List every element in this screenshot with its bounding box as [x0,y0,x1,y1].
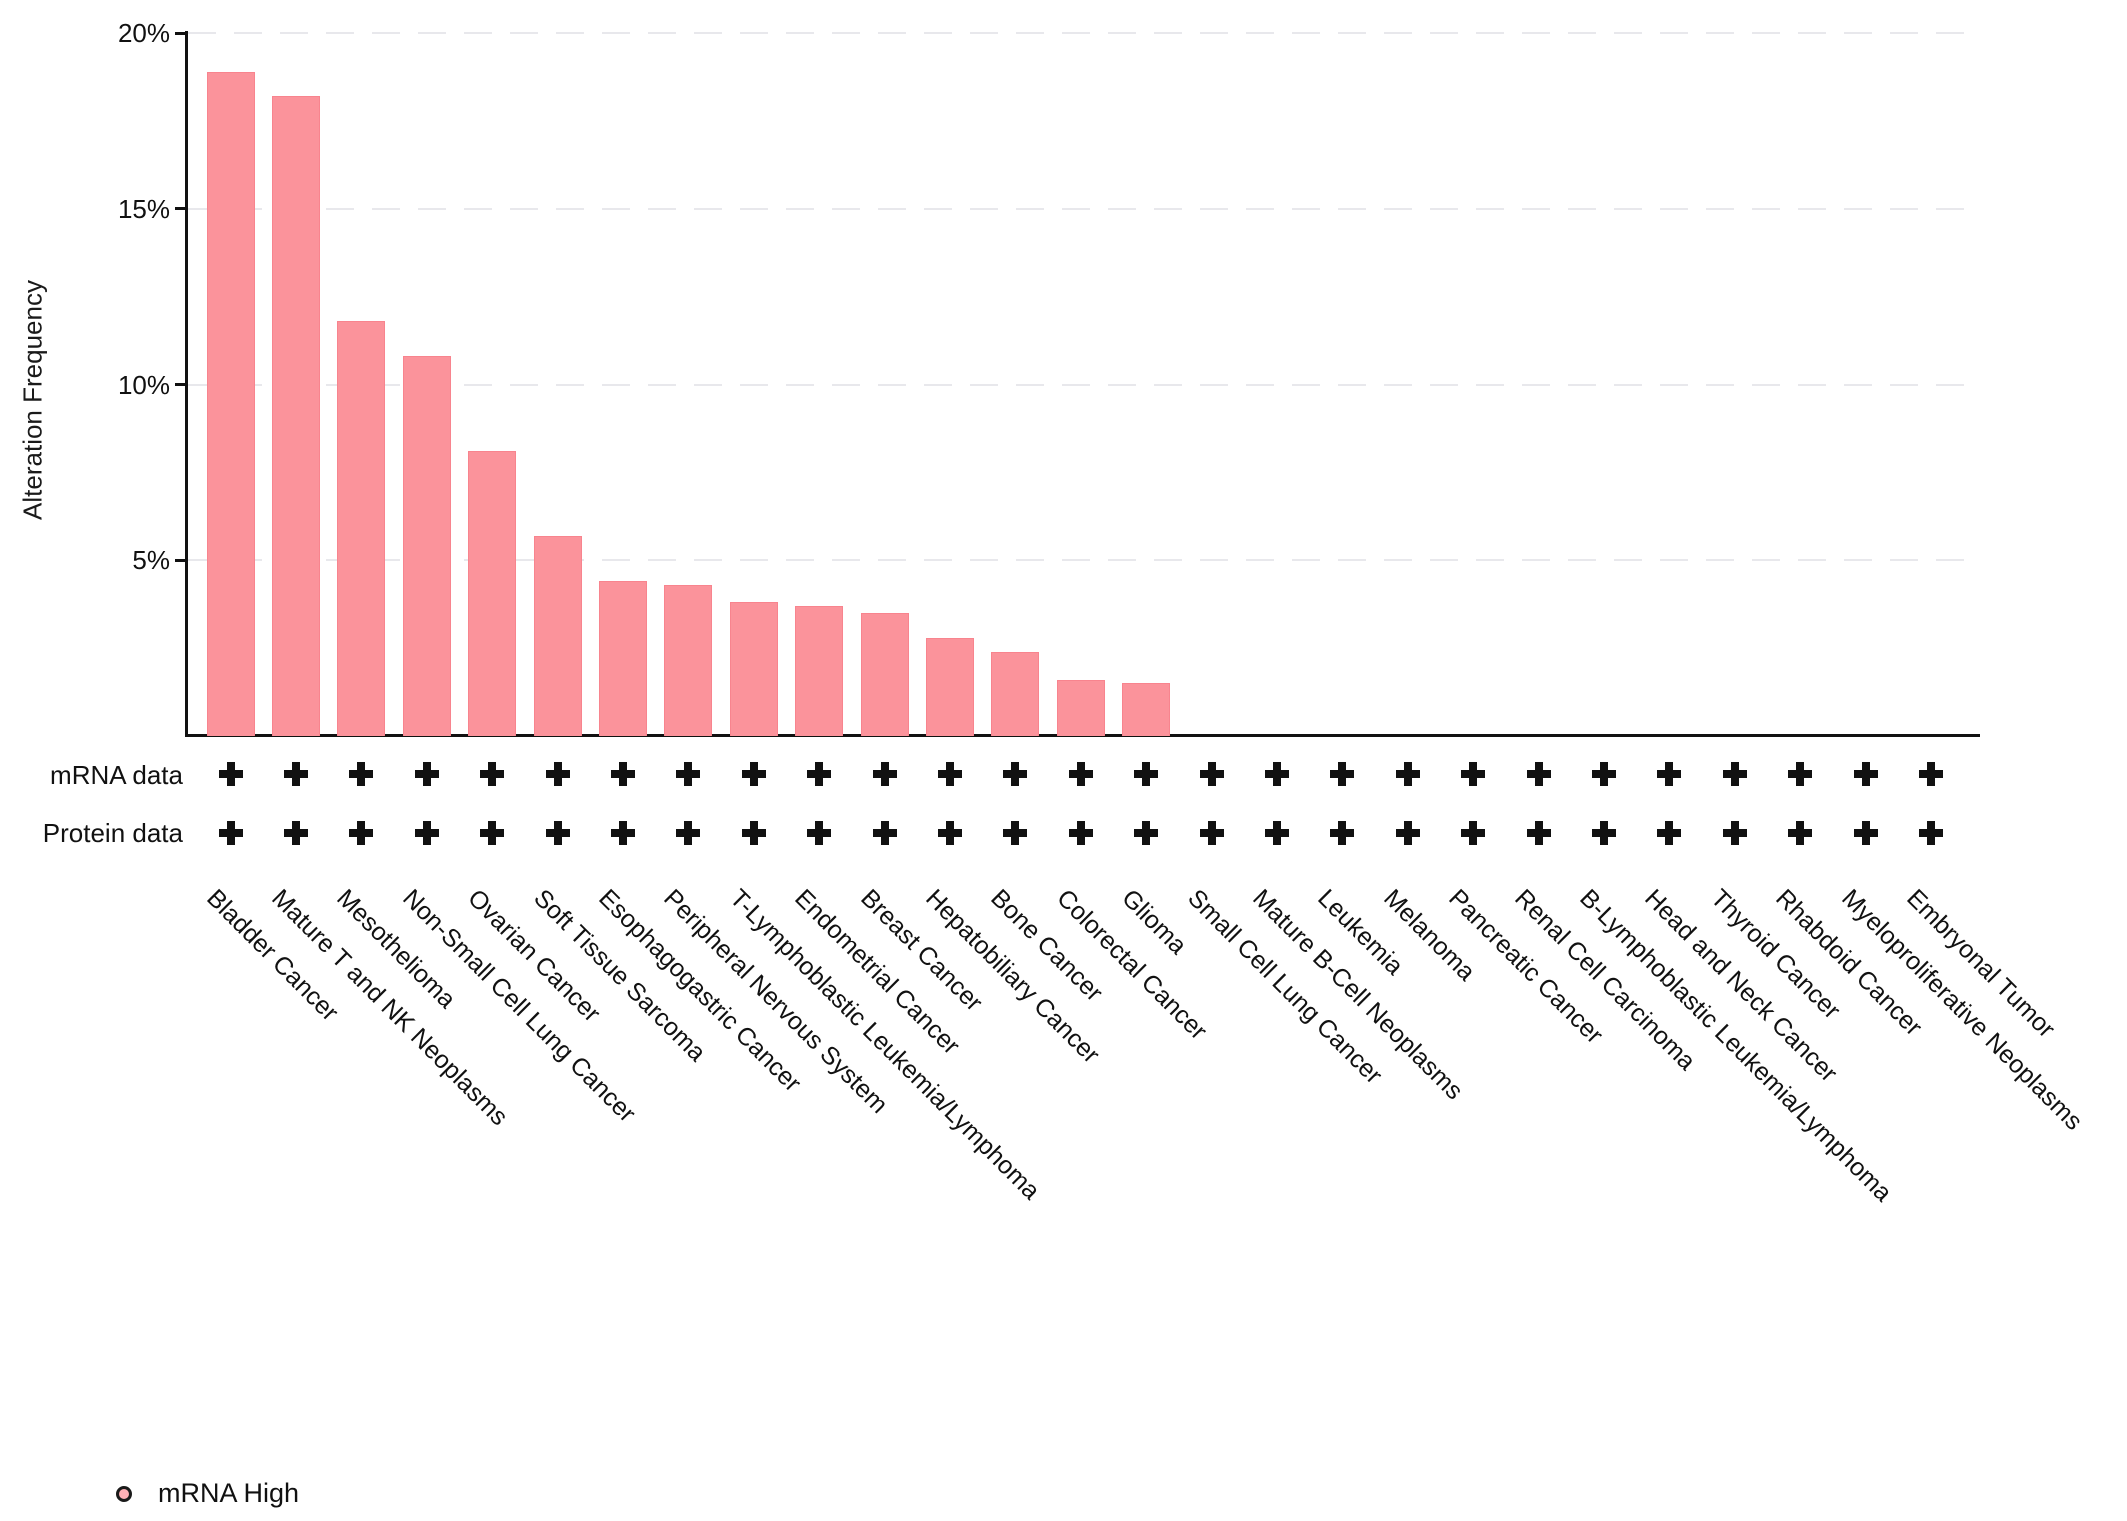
bar[interactable] [729,602,778,736]
plus-icon [1591,762,1616,786]
plus-icon [1395,762,1420,786]
plus-icon [1918,821,1943,845]
gridline [188,32,1980,34]
plus-icon [1853,821,1878,845]
plus-icon [1657,821,1682,845]
plus-icon [1134,821,1159,845]
plus-icon [349,821,374,845]
bar[interactable] [533,536,582,736]
y-tick-label: 15% [117,193,170,224]
y-tick-label: 5% [132,545,170,576]
plus-icon [1330,762,1355,786]
plus-icon [1461,762,1486,786]
plus-icon [1853,762,1878,786]
plus-icon [414,762,439,786]
y-axis-line [185,31,188,737]
plus-icon [218,821,243,845]
mrna-high-legend-marker [116,1486,132,1502]
plus-icon [741,821,766,845]
plus-icon [1526,762,1551,786]
plus-icon [545,762,570,786]
plus-icon [676,821,701,845]
y-tick-label: 10% [117,369,170,400]
gridline [188,383,1980,386]
track-label-mrna-data: mRNA data [50,760,183,790]
bar[interactable] [991,652,1040,736]
plus-icon [872,821,897,845]
plus-icon [676,762,701,786]
plus-icon [1330,821,1355,845]
plus-icon [1068,762,1093,786]
plus-icon [1068,821,1093,845]
plus-icon [480,762,505,786]
plus-icon [1722,821,1747,845]
plus-icon [349,762,374,786]
plus-icon [1199,762,1224,786]
plus-icon [545,821,570,845]
plus-icon [218,762,243,786]
bar[interactable] [337,321,386,736]
plus-icon [480,821,505,845]
y-axis-title: Alteration Frequency [17,280,48,520]
plus-icon [1264,762,1289,786]
y-axis-tick [175,383,186,386]
plus-icon [610,821,635,845]
plus-icon [937,821,962,845]
y-axis-tick [175,558,186,562]
plus-icon [1591,821,1616,845]
plus-icon [1199,821,1224,845]
plus-icon [1918,762,1943,786]
track-label-protein-data: Protein data [42,818,183,848]
bar[interactable] [271,96,320,736]
plus-icon [1722,762,1747,786]
bar[interactable] [598,581,647,736]
bar[interactable] [468,451,517,736]
plus-icon [937,762,962,786]
category-label[interactable]: Myeloproliferative Neoplasms [1835,884,2088,1136]
plus-icon [1526,821,1551,845]
plus-icon [1788,762,1813,786]
category-label[interactable]: Mature T and NK Neoplasms [266,884,514,1132]
y-tick-label: 20% [117,18,170,48]
plus-icon [610,762,635,786]
bar[interactable] [206,72,255,736]
gridline [188,207,1980,210]
plus-icon [1395,821,1420,845]
bar[interactable] [795,606,844,736]
plus-icon [1264,821,1289,845]
bar[interactable] [860,613,909,736]
bar[interactable] [664,585,713,736]
plus-icon [283,762,308,786]
plus-icon [741,762,766,786]
plus-icon [872,762,897,786]
plus-icon [1788,821,1813,845]
plus-icon [807,821,832,845]
plus-icon [1657,762,1682,786]
plus-icon [283,821,308,845]
bar[interactable] [402,356,451,736]
mrna-high-legend-label: mRNA High [158,1478,300,1508]
plus-icon [1003,821,1028,845]
bar[interactable] [1056,680,1105,736]
plus-icon [1003,762,1028,786]
bar[interactable] [1122,683,1171,736]
y-axis-tick [175,31,186,35]
plus-icon [1461,821,1486,845]
plus-icon [414,821,439,845]
gridline [188,559,1980,562]
plus-icon [807,762,832,786]
bar[interactable] [925,638,974,736]
plus-icon [1134,762,1159,786]
y-axis-tick [175,207,186,211]
